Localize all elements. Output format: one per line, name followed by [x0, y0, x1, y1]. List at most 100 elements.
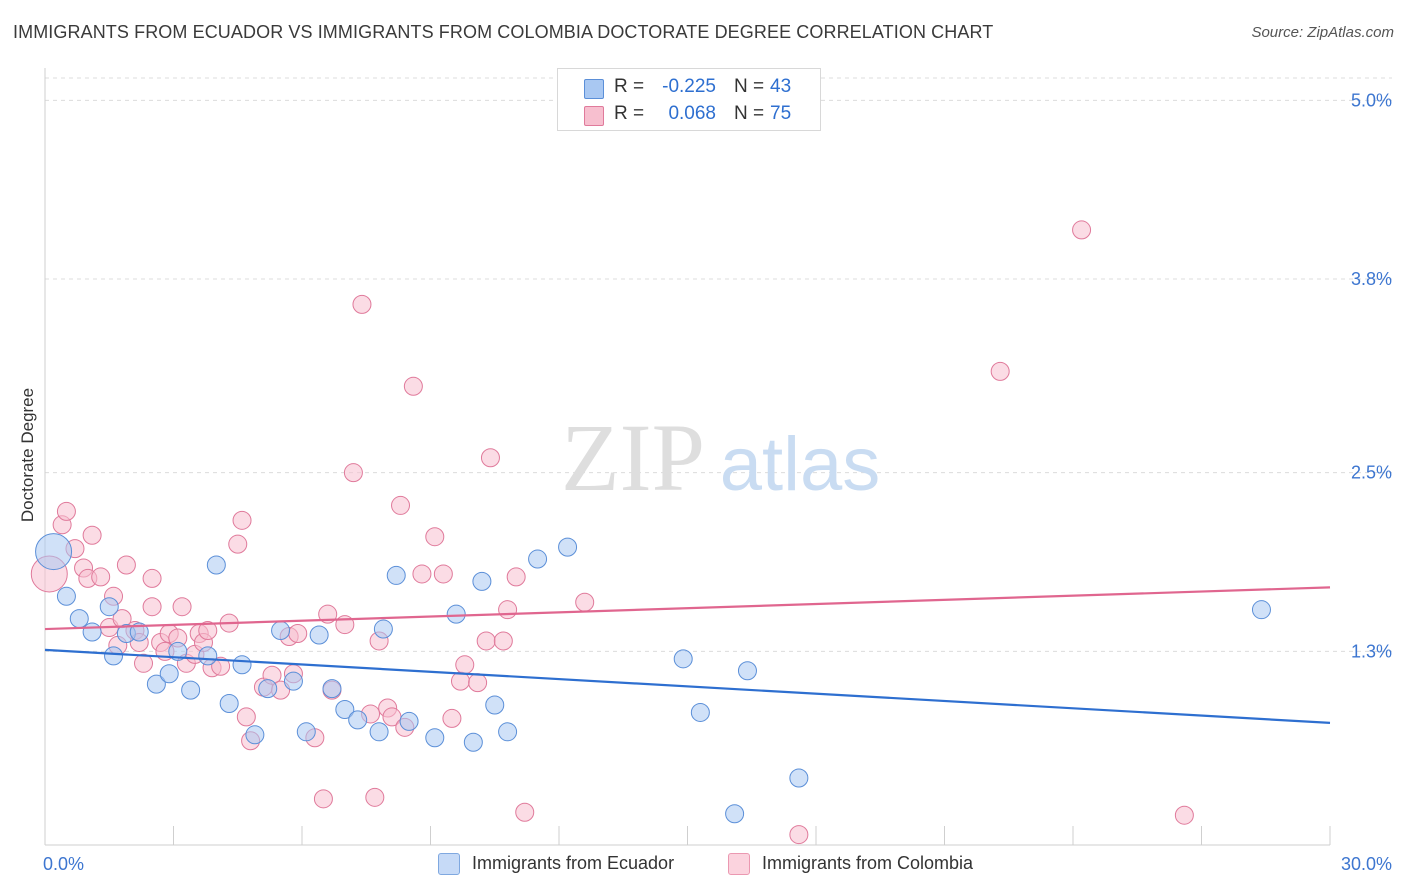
watermark-zip: ZIP	[561, 404, 705, 511]
n-value: 75	[770, 103, 792, 124]
colombia-point	[236, 707, 256, 727]
r-label: R =	[614, 76, 645, 97]
stats-row-ecuador: R = -0.225 N = 43	[558, 73, 820, 101]
ecuador-point	[168, 641, 188, 661]
colombia-point	[142, 568, 162, 588]
ecuador-trend-line	[44, 648, 1331, 724]
colombia-point	[515, 802, 535, 822]
colombia-point	[172, 597, 192, 617]
watermark-atlas: atlas	[720, 422, 881, 507]
ecuador-point	[219, 694, 239, 714]
colombia-point	[498, 600, 518, 620]
legend-label-ecuador: Immigrants from Ecuador	[472, 853, 675, 873]
ecuador-point	[181, 680, 201, 700]
y-tick-label: 1.3%	[1351, 641, 1392, 661]
ecuador-point	[737, 661, 757, 681]
colombia-point	[142, 597, 162, 617]
series-ecuador-points	[35, 533, 1271, 824]
chart-title: IMMIGRANTS FROM ECUADOR VS IMMIGRANTS FR…	[13, 22, 994, 42]
x-tick-label: 30.0%	[1341, 854, 1392, 874]
ecuador-point	[369, 722, 389, 742]
tick-labels: 1.3% 2.5% 3.8% 5.0% 0.0% 30.0%	[43, 90, 1392, 874]
ecuador-point	[558, 537, 578, 557]
ecuador-point	[56, 586, 76, 606]
colombia-point	[425, 527, 445, 547]
colombia-point	[365, 787, 385, 807]
ecuador-point	[1251, 600, 1271, 620]
ecuador-point	[335, 699, 355, 719]
colombia-point	[468, 673, 488, 693]
r-label: R =	[614, 103, 645, 124]
ecuador-point	[725, 804, 745, 824]
colombia-point	[1072, 220, 1092, 240]
ecuador-point	[129, 622, 149, 642]
ecuador-point	[146, 674, 166, 694]
colombia-point	[232, 510, 252, 530]
ecuador-point	[82, 622, 102, 642]
colombia-point	[343, 463, 363, 483]
r-value: 0.068	[668, 103, 716, 124]
colombia-point	[506, 567, 526, 587]
watermark: ZIP atlas	[561, 404, 880, 511]
legend-swatch-colombia	[728, 853, 750, 875]
ecuador-point	[309, 625, 329, 645]
ecuador-point	[99, 597, 119, 617]
colombia-point	[990, 361, 1010, 381]
ecuador-point	[528, 549, 548, 569]
x-tick-label: 0.0%	[43, 854, 84, 874]
colombia-point	[433, 564, 453, 584]
colombia-point	[403, 376, 423, 396]
ecuador-point	[69, 609, 89, 629]
ecuador-point	[472, 571, 492, 591]
legend-swatch-ecuador	[438, 853, 460, 875]
y-tick-label: 5.0%	[1351, 90, 1392, 110]
grid-lines	[45, 77, 1392, 652]
axes	[44, 68, 1331, 846]
ecuador-point	[789, 768, 809, 788]
colombia-point	[391, 495, 411, 515]
colombia-point	[56, 501, 76, 521]
stats-swatch-colombia	[584, 106, 604, 126]
ecuador-point	[283, 671, 303, 691]
y-tick-label: 3.8%	[1351, 269, 1392, 289]
colombia-point	[1174, 805, 1194, 825]
colombia-point	[455, 655, 475, 675]
ecuador-point	[673, 649, 693, 669]
colombia-point	[412, 564, 432, 584]
colombia-point	[228, 534, 248, 554]
y-tick-label: 2.5%	[1351, 463, 1392, 483]
ecuador-point	[690, 702, 710, 722]
ecuador-point	[232, 655, 252, 675]
ecuador-point	[386, 565, 406, 585]
trend-lines	[44, 586, 1331, 724]
ecuador-point	[399, 711, 419, 731]
ecuador-point	[271, 621, 291, 641]
colombia-point	[82, 525, 102, 545]
ecuador-point	[296, 722, 316, 742]
source-credit: Source: ZipAtlas.com	[1251, 24, 1394, 41]
ecuador-point	[35, 533, 73, 571]
stats-swatch-ecuador	[584, 79, 604, 99]
ecuador-point	[198, 646, 218, 666]
colombia-point	[288, 624, 308, 644]
ecuador-point	[206, 555, 226, 575]
ecuador-point	[373, 619, 393, 639]
stats-legend: R = -0.225 N = 43 R = 0.068 N = 75	[557, 68, 821, 131]
colombia-point	[116, 555, 136, 575]
colombia-point	[480, 448, 500, 468]
ecuador-point	[258, 679, 278, 699]
ecuador-point	[425, 728, 445, 748]
n-label: N =	[734, 103, 765, 124]
stats-row-colombia: R = 0.068 N = 75	[558, 100, 820, 128]
ecuador-point	[245, 725, 265, 745]
colombia-point	[91, 567, 111, 587]
legend-label-colombia: Immigrants from Colombia	[762, 853, 974, 873]
colombia-trend-line	[44, 586, 1331, 631]
colombia-point	[352, 294, 372, 314]
colombia-point	[575, 592, 595, 612]
colombia-point	[476, 631, 496, 651]
y-axis-title: Doctorate Degree	[18, 387, 37, 523]
ecuador-point	[104, 646, 124, 666]
colombia-point	[313, 789, 333, 809]
colombia-point	[493, 631, 513, 651]
